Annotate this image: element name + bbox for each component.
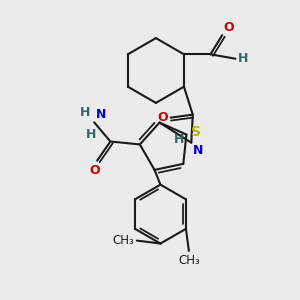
- Text: S: S: [191, 124, 201, 139]
- Text: N: N: [96, 108, 106, 121]
- Text: N: N: [193, 144, 203, 157]
- Text: CH₃: CH₃: [112, 234, 134, 247]
- Text: H: H: [80, 106, 90, 119]
- Text: H: H: [85, 128, 96, 141]
- Text: O: O: [157, 111, 168, 124]
- Text: O: O: [224, 21, 234, 34]
- Text: CH₃: CH₃: [178, 254, 200, 267]
- Text: O: O: [89, 164, 100, 177]
- Text: H: H: [238, 52, 248, 65]
- Text: H: H: [174, 133, 184, 146]
